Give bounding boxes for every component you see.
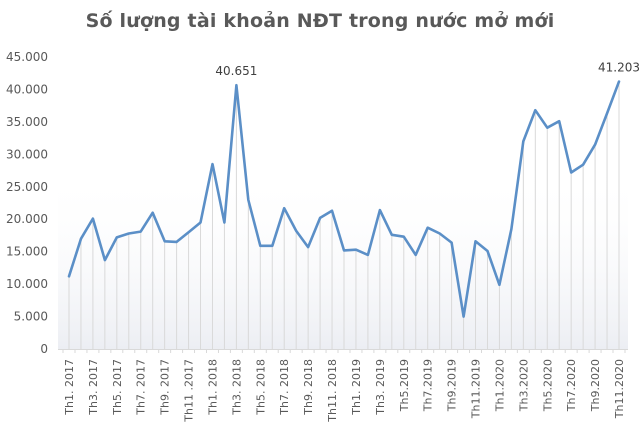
x-tick-label: Th7.2019 xyxy=(422,359,435,412)
x-tick-label: Th5.2019 xyxy=(398,359,411,412)
y-tick-label: 10.000 xyxy=(6,277,48,291)
x-tick-label: Th9. 2018 xyxy=(302,359,315,416)
x-tick-label: Th3. 2017 xyxy=(87,359,100,416)
x-tick-label: Th9.2020 xyxy=(589,359,602,412)
x-axis: Th1. 2017 Th3. 2017 Th5. 2017 Th7. 2017 Th9.… xyxy=(58,349,628,423)
data-label: 40.651 xyxy=(215,64,257,78)
data-labels: 40.651 41.203 xyxy=(215,61,640,79)
x-tick-label: Th11 .2017 xyxy=(183,359,196,423)
x-tick-label: Th1. 2017 xyxy=(63,359,76,416)
x-tick-label: Th11.2019 xyxy=(470,359,483,419)
x-tick-label: Th3. 2019 xyxy=(374,359,387,416)
x-tick-label: Th1. 2019 xyxy=(350,359,363,416)
chart-title: Số lượng tài khoản NĐT trong nước mở mới xyxy=(85,10,555,32)
series-line xyxy=(67,80,621,318)
x-tick-label: Th1.2020 xyxy=(493,359,506,412)
y-tick-label: 5.000 xyxy=(14,310,48,324)
y-tick-label: 45.000 xyxy=(6,50,48,64)
plot-area xyxy=(58,170,628,349)
x-tick-label: Th11.2020 xyxy=(613,359,626,419)
y-tick-label: 25.000 xyxy=(6,180,48,194)
x-tick-label: Th11. 2018 xyxy=(326,359,339,423)
x-tick-label: Th3.2020 xyxy=(517,359,530,412)
x-tick-label: Th5. 2018 xyxy=(254,359,267,416)
x-tick-label: Th9. 2017 xyxy=(159,359,172,416)
data-series-line xyxy=(67,80,621,318)
x-tick-label: Th7. 2018 xyxy=(278,359,291,416)
y-tick-label: 35.000 xyxy=(6,115,48,129)
y-axis: 0 5.000 10.000 15.000 20.000 25.000 30.000 35.0… xyxy=(6,50,48,356)
x-tick-label: Th1. 2018 xyxy=(206,359,219,416)
y-tick-label: 40.000 xyxy=(6,82,48,96)
x-tick-label: Th7. 2017 xyxy=(135,359,148,416)
x-tick-label: Th7.2020 xyxy=(565,359,578,412)
y-tick-label: 20.000 xyxy=(6,212,48,226)
y-tick-label: 30.000 xyxy=(6,147,48,161)
drop-lines xyxy=(68,81,620,349)
y-tick-label: 0 xyxy=(40,342,48,356)
x-tick-label: Th3. 2018 xyxy=(230,359,243,416)
x-tick-label: Th9.2019 xyxy=(446,359,459,412)
data-label: 41.203 xyxy=(598,61,640,75)
x-tick-label: Th5.2020 xyxy=(541,359,554,412)
x-tick-label: Th5. 2017 xyxy=(111,359,124,416)
y-tick-label: 15.000 xyxy=(6,245,48,259)
